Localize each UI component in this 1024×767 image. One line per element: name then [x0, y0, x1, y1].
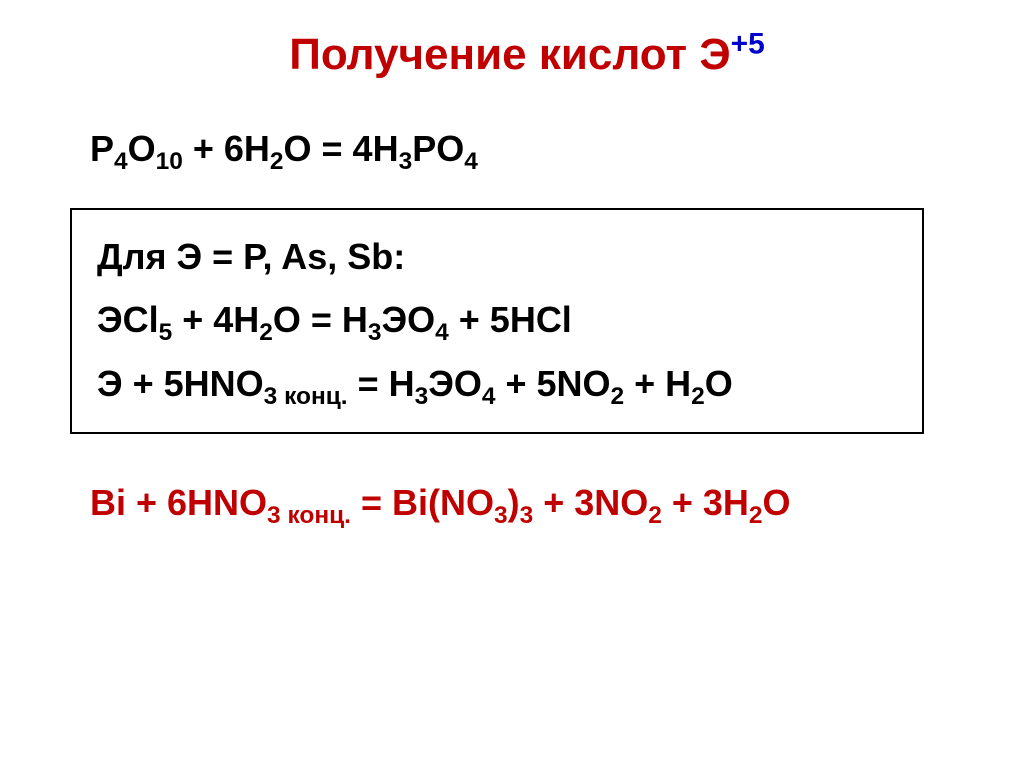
equation-1: P4O10 + 6H2O = 4H3PO4 — [90, 120, 964, 178]
title-main: Получение кислот Э — [289, 30, 730, 79]
equation-2: ЭCl5 + 4H2O = H3ЭO4 + 5HCl — [97, 291, 897, 349]
title-super: +5 — [731, 27, 765, 60]
equation-box: Для Э = P, As, Sb: ЭCl5 + 4H2O = H3ЭO4 +… — [70, 208, 924, 435]
slide: Получение кислот Э+5 P4O10 + 6H2O = 4H3P… — [0, 0, 1024, 767]
box-header: Для Э = P, As, Sb: — [97, 228, 897, 286]
slide-title: Получение кислот Э+5 — [90, 30, 964, 80]
equation-3: Э + 5HNO3 конц. = H3ЭO4 + 5NO2 + H2O — [97, 355, 897, 413]
equation-4: Bi + 6HNO3 конц. = Bi(NO3)3 + 3NO2 + 3H2… — [90, 474, 964, 532]
